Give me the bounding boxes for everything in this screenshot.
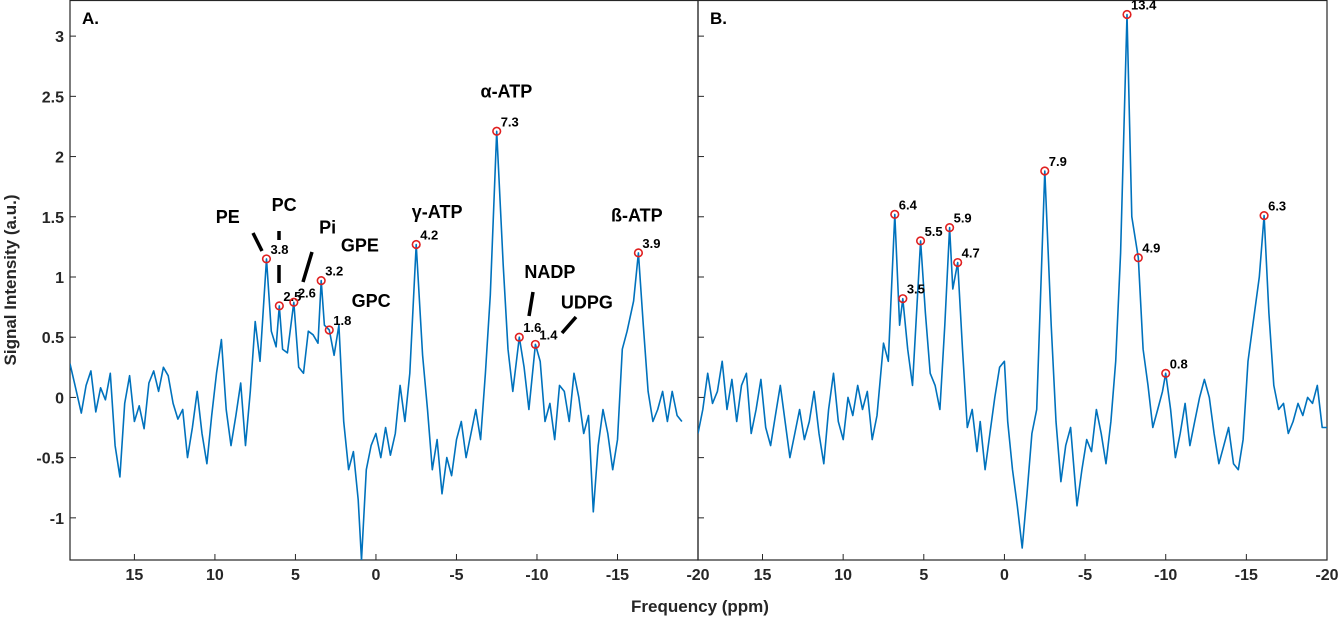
spectrum-line [698,13,1327,549]
peak-marker [289,297,299,307]
y-tick-label: 2.5 [42,89,64,106]
leader-line [560,315,578,335]
panel-label: A. [82,9,99,28]
peak-value-label: 4.9 [1142,241,1160,256]
y-tick-label: -1 [50,511,64,528]
peak-value-label: 3.9 [642,236,660,251]
peak-marker [530,339,540,350]
peak-marker [953,257,963,268]
peak-value-label: 3.5 [907,282,925,297]
peak-marker [890,209,900,219]
peak-value-label: 1.8 [333,313,351,328]
x-tick-label: -10 [1154,567,1177,584]
peak-value-label: 7.9 [1049,154,1067,169]
leader-line [301,251,314,283]
peak-value-label: 1.4 [539,327,558,342]
x-tick-label: 15 [754,567,772,584]
metabolite-label: γ-ATP [412,202,463,222]
metabolite-label: UDPG [561,292,613,312]
metabolite-label: Pi [319,218,336,238]
x-axis-label: Frequency (ppm) [631,597,769,616]
x-tick-label: 5 [291,567,300,584]
x-tick-label: -15 [606,567,629,584]
plot-frame [697,0,1328,561]
y-tick-label: -0.5 [36,451,64,468]
peak-marker [915,236,926,246]
peak-marker [514,332,524,342]
metabolite-label: GPE [341,236,379,256]
x-tick-label: 15 [126,567,144,584]
y-tick-label: 2 [55,150,64,167]
x-tick-label: -15 [1235,567,1258,584]
leader-line [251,232,264,252]
y-tick-label: 1 [55,270,64,287]
peak-marker [633,248,644,258]
x-tick-label: 0 [1000,567,1009,584]
peak-value-label: 6.3 [1268,199,1286,214]
y-axis-label: Signal Intensity (a.u.) [1,195,20,366]
peak-value-label: 13.4 [1131,0,1157,12]
x-tick-label: 0 [371,567,380,584]
peak-marker [324,325,334,335]
peak-marker [1259,210,1269,221]
peak-marker [944,223,955,233]
peak-marker [1133,253,1143,263]
y-tick-label: 0 [55,390,64,407]
metabolite-label: α-ATP [481,82,533,102]
x-tick-label: -20 [686,567,709,584]
x-tick-label: 5 [919,567,928,584]
peak-value-label: 3.2 [325,264,343,279]
y-tick-label: 3 [55,29,64,46]
y-axis: -1 -0.5 0 0.5 1 1.5 2 2.5 3 [36,29,64,528]
peak-marker [492,126,502,136]
x-tick-label: -20 [1315,567,1338,584]
panel-label: B. [710,9,727,28]
peak-value-label: 7.3 [501,114,519,129]
peak-value-label: 5.9 [954,211,972,226]
panel-b: 15 10 5 0 -5 -10 -15 -20 B. 6.4 3.5 5.5 5.9 4.7 7.9 13.… [697,0,1339,584]
peak-marker [316,276,326,286]
peak-marker [1161,368,1171,378]
x-tick-label: -10 [525,567,548,584]
peak-marker [898,294,908,304]
x-tick-label: -5 [1078,567,1092,584]
y-tick-label: 0.5 [42,330,64,347]
peak-marker [1122,9,1132,20]
peak-value-label: 5.5 [925,224,943,239]
peak-marker [261,254,272,264]
peak-value-label: 4.2 [420,227,438,242]
peak-value-label: 0.8 [1170,356,1188,371]
plot-frame [69,0,699,561]
peak-value-label: 4.7 [962,246,980,261]
peak-value-label: 1.6 [523,320,541,335]
metabolite-label: PE [216,207,240,227]
metabolite-label: PC [272,195,297,215]
peak-marker [274,301,284,311]
x-tick-label: 10 [206,567,224,584]
peak-value-label: 6.4 [899,197,918,212]
peak-value-label: 3.8 [270,242,288,257]
peak-value-label: 2.6 [298,285,316,300]
metabolite-label: NADP [524,262,575,282]
metabolite-label: ß-ATP [611,206,663,226]
metabolite-label: GPC [352,291,391,311]
panel-a: 15 10 5 0 -5 -10 -15 -20A.3.82.52.63.21.84.27.3… [69,0,710,584]
y-tick-label: 1.5 [42,210,64,227]
x-tick-label: 10 [834,567,852,584]
peak-marker [411,239,421,250]
peak-marker [1040,166,1050,176]
spectrum-line [70,130,683,560]
x-tick-label: -5 [449,567,463,584]
leader-line [527,291,535,317]
